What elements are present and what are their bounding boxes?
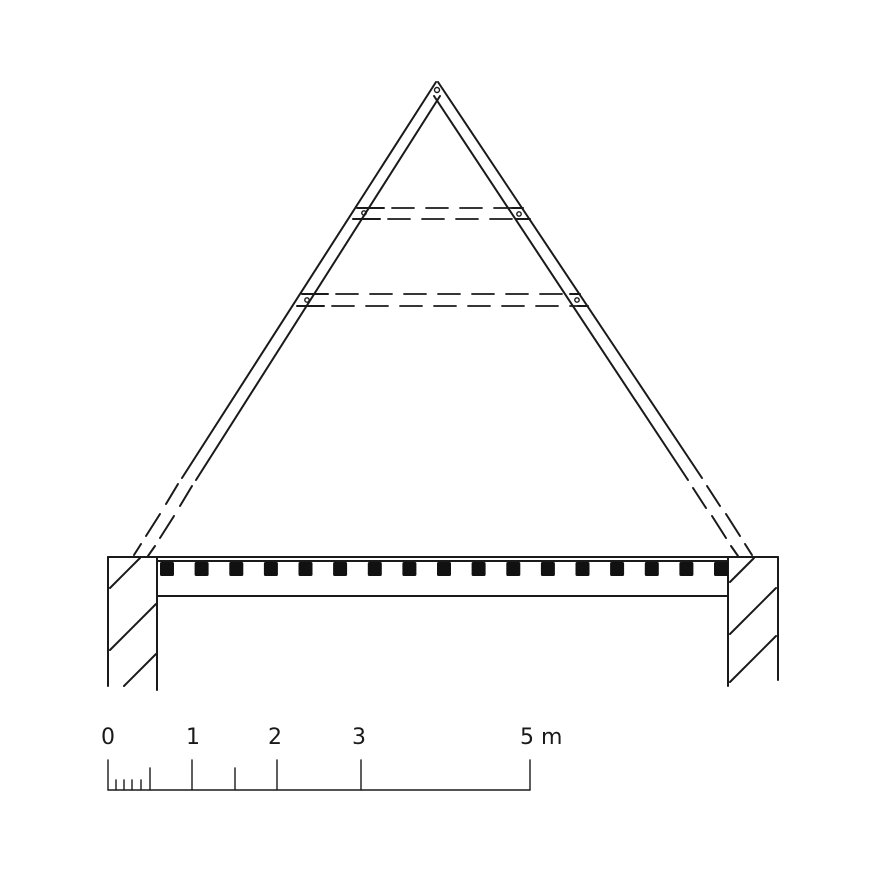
- joist-end: [229, 562, 244, 576]
- joist-end: [298, 562, 313, 576]
- scale-bar: 0 1 2 3 5 m: [101, 725, 562, 791]
- scale-label-2: 2: [268, 725, 282, 750]
- joist-end: [263, 562, 278, 576]
- joist-end: [679, 562, 694, 576]
- joist-end: [402, 562, 417, 576]
- joist-end: [437, 562, 451, 576]
- ceiling-beam: [156, 560, 729, 597]
- joist-end: [644, 562, 659, 576]
- apex-peg: [433, 86, 441, 94]
- right-wall-section: [727, 556, 779, 687]
- right-rafter: [433, 81, 753, 557]
- joist-end: [194, 562, 209, 576]
- scale-label-0: 0: [101, 725, 115, 750]
- joist-end: [160, 562, 174, 576]
- joist-end: [610, 562, 625, 576]
- left-wall-section: [107, 556, 158, 691]
- scale-label-3: 3: [352, 725, 366, 750]
- scale-label-1: 1: [186, 725, 200, 750]
- upper-collar-beam: [352, 207, 531, 220]
- ceiling-joist-ends: [160, 562, 728, 576]
- joist-end: [575, 562, 590, 576]
- scale-label-5m: 5 m: [520, 725, 562, 750]
- lower-collar-beam: [296, 293, 589, 307]
- joist-end: [540, 562, 555, 576]
- joist-end: [471, 562, 486, 576]
- joist-end: [714, 562, 728, 576]
- left-rafter: [133, 81, 441, 557]
- joist-end: [367, 562, 382, 576]
- joist-end: [506, 562, 521, 576]
- joist-end: [333, 562, 348, 576]
